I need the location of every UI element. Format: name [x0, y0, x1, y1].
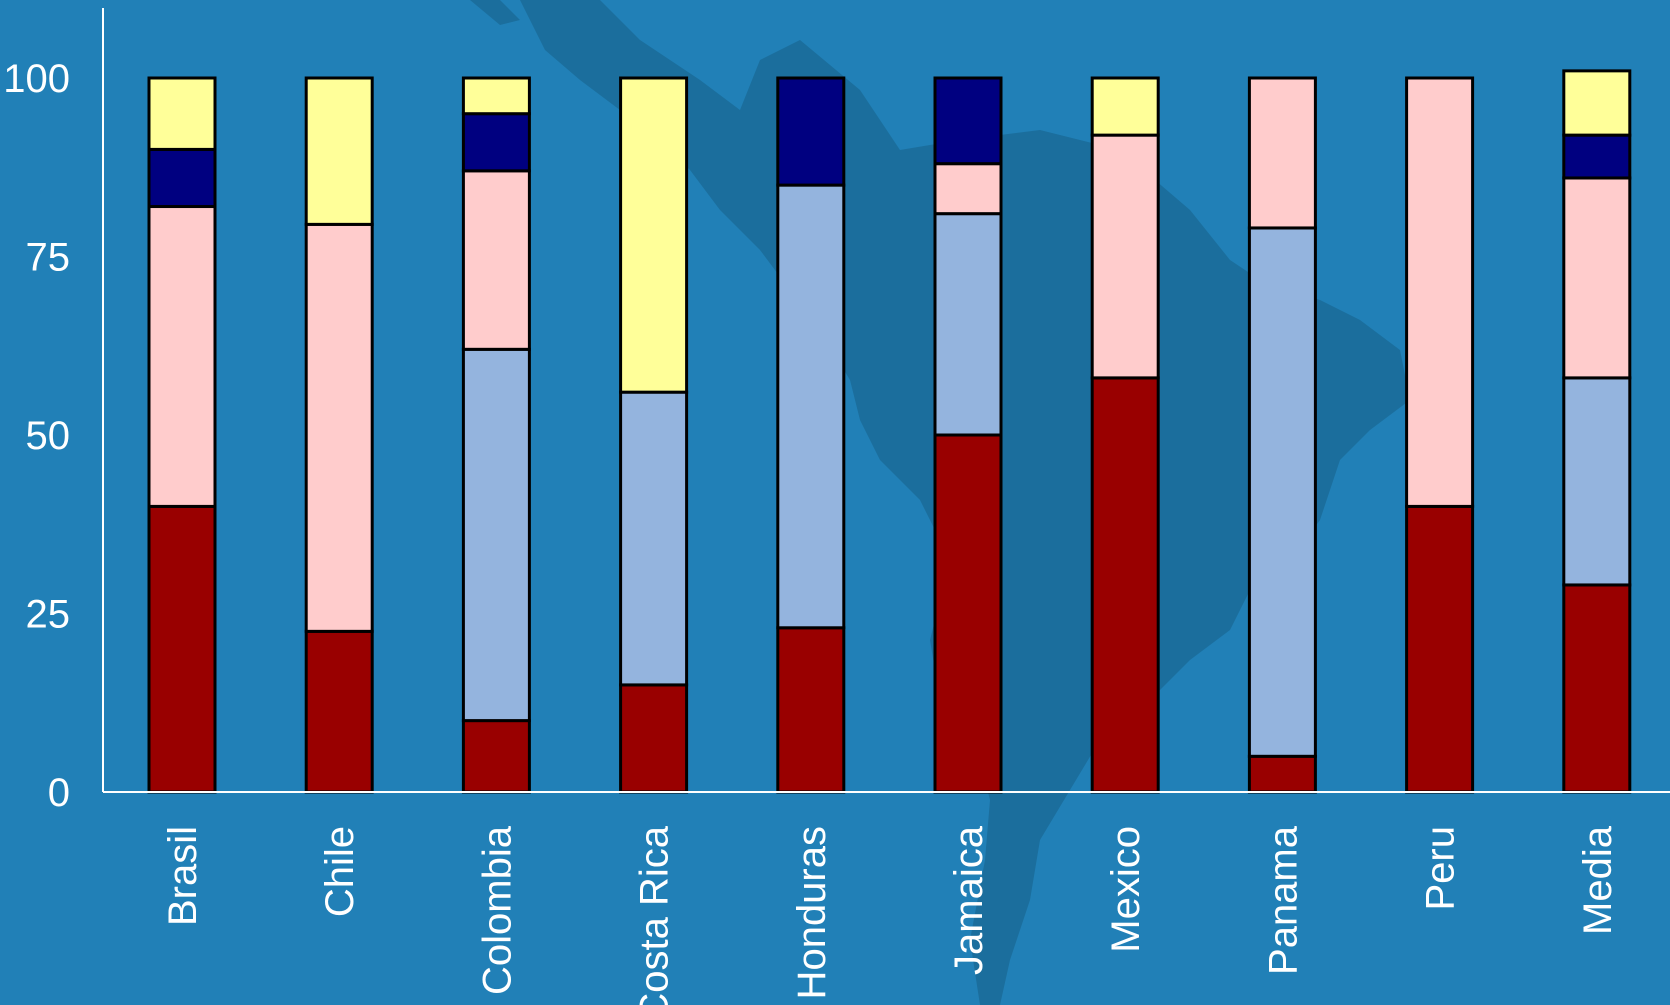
bar-segment-chile-s5 — [304, 76, 374, 226]
x-tick-label: Peru — [1419, 826, 1463, 911]
bars-layer — [147, 69, 1632, 794]
x-tick-label: Costa Rica — [633, 825, 677, 1005]
bar-segment-brasil-s1 — [147, 504, 217, 794]
x-tick-label: Chile — [318, 826, 362, 917]
bar-segment-jamaica-s1 — [933, 433, 1003, 794]
bar-segment-peru-s1 — [1405, 504, 1475, 794]
bar-segment-brasil-s5 — [147, 76, 217, 151]
bar-segment-costa-rica-s1 — [619, 683, 689, 794]
x-tick-label: Media — [1576, 825, 1620, 935]
bar-segment-media-s4 — [1562, 133, 1632, 180]
bar-segment-honduras-s2 — [776, 183, 846, 630]
bar-segment-colombia-s3 — [461, 169, 531, 351]
x-tick-label: Panama — [1261, 825, 1305, 975]
y-tick-label: 100 — [3, 57, 70, 101]
bar-segment-mexico-s5 — [1090, 76, 1160, 137]
bar-segment-costa-rica-s5 — [619, 76, 689, 394]
bar-segment-honduras-s1 — [776, 626, 846, 794]
map-caribbean — [470, 0, 520, 25]
bar-segment-colombia-s5 — [461, 76, 531, 116]
bar-segment-brasil-s4 — [147, 147, 217, 209]
bar-segment-colombia-s1 — [461, 719, 531, 794]
x-tick-label: Jamaica — [947, 825, 991, 975]
bar-segment-media-s3 — [1562, 176, 1632, 380]
bar-segment-peru-s3 — [1405, 76, 1475, 508]
bar-segment-chile-s3 — [304, 222, 374, 633]
bar-segment-media-s2 — [1562, 376, 1632, 587]
x-tick-label: Mexico — [1104, 826, 1148, 953]
bar-segment-jamaica-s3 — [933, 162, 1003, 216]
bar-segment-colombia-s4 — [461, 112, 531, 173]
y-tick-label: 50 — [26, 414, 71, 458]
bar-segment-jamaica-s2 — [933, 212, 1003, 437]
bar-segment-mexico-s1 — [1090, 376, 1160, 794]
bar-segment-panama-s3 — [1247, 76, 1317, 230]
y-tick-label: 25 — [26, 593, 71, 637]
x-tick-label: Brasil — [161, 826, 205, 926]
bar-segment-mexico-s3 — [1090, 133, 1160, 380]
bar-segment-panama-s2 — [1247, 226, 1317, 758]
x-tick-label: Honduras — [790, 826, 834, 999]
bar-segment-honduras-s4 — [776, 76, 846, 187]
x-tick-label: Colombia — [475, 825, 519, 995]
axis-layer — [102, 8, 1670, 793]
labels-layer: Brasil Chile Colombia Costa Rica Honduras Jam… — [3, 57, 1620, 1005]
bar-segment-panama-s1 — [1247, 754, 1317, 794]
bar-segment-jamaica-s4 — [933, 76, 1003, 166]
bar-segment-colombia-s2 — [461, 347, 531, 723]
y-tick-label: 0 — [48, 771, 70, 815]
bar-segment-costa-rica-s2 — [619, 390, 689, 687]
y-tick-label: 75 — [26, 236, 71, 280]
bar-segment-chile-s1 — [304, 629, 374, 794]
bar-segment-media-s1 — [1562, 583, 1632, 794]
bar-segment-brasil-s3 — [147, 205, 217, 508]
bar-segment-media-s5 — [1562, 69, 1632, 137]
